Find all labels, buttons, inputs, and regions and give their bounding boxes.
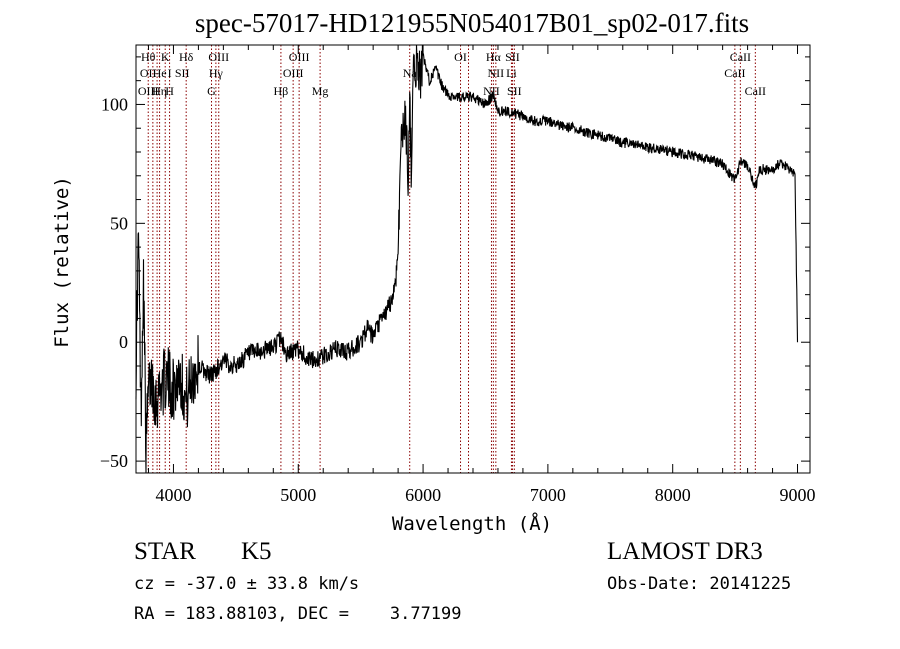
line-label-27: CaII [745, 84, 766, 98]
spectral-line-markers [147, 45, 756, 473]
x-tick-label: 4000 [155, 485, 191, 505]
line-label-1: K [161, 50, 170, 64]
line-label-23: Hβ [274, 84, 289, 98]
y-tick-label: 50 [110, 213, 128, 233]
line-label-3: OIII [208, 50, 229, 64]
redshift-text: cz = -37.0 ± 33.8 km/s [134, 574, 360, 594]
line-label-10: He [153, 66, 167, 80]
line-label-26: SII [507, 84, 522, 98]
line-label-8: CaII [730, 50, 751, 64]
line-label-5: OI [454, 50, 467, 64]
x-tick-label: 8000 [655, 485, 691, 505]
line-label-9: OII [140, 66, 157, 80]
x-tick-label: 7000 [530, 485, 566, 505]
line-label-18: CaII [724, 66, 745, 80]
line-label-16: NII [488, 66, 505, 80]
y-tick-label: 100 [101, 94, 128, 114]
line-label-17: Li [506, 66, 517, 80]
line-label-12: SII [175, 66, 190, 80]
line-label-24: Mg [312, 84, 329, 98]
line-label-7: SII [505, 50, 520, 64]
subclass-label: K5 [241, 538, 272, 565]
y-tick-label: 0 [119, 332, 128, 352]
class-label: STAR [134, 538, 196, 565]
plot-frame [135, 44, 811, 474]
line-label-2: Hδ [179, 50, 194, 64]
x-axis-label: Wavelength (Å) [392, 512, 552, 535]
line-label-25: NII [483, 84, 500, 98]
line-label-22: G [207, 84, 216, 98]
y-axis: −50 0 50 100 [100, 56, 810, 471]
line-label-4: OIII [289, 50, 310, 64]
line-label-11: I [168, 66, 172, 80]
line-label-19: OIII [138, 84, 159, 98]
line-label-14: OIII [283, 66, 304, 80]
x-tick-label: 9000 [780, 485, 816, 505]
survey-label: LAMOST DR3 [607, 538, 763, 565]
y-axis-label: Flux (relative) [51, 176, 73, 348]
line-label-6: Hα [486, 50, 502, 64]
y-tick-label: −50 [100, 451, 128, 471]
coords-text: RA = 183.88103, DEC = 3.77199 [134, 604, 462, 624]
line-label-0: Hθ [141, 50, 156, 64]
x-tick-label: 6000 [405, 485, 441, 505]
chart-title: spec-57017-HD121955N054017B01_sp02-017.f… [195, 8, 749, 38]
obs-date-text: Obs-Date: 20141225 [607, 574, 792, 594]
line-label-13: Hγ [209, 66, 224, 80]
line-label-21: H [165, 84, 174, 98]
spectrum-line [135, 44, 799, 474]
x-axis: 4000 5000 6000 7000 8000 9000 [147, 45, 816, 505]
line-label-20: Hη [152, 84, 167, 98]
x-tick-label: 5000 [280, 485, 316, 505]
